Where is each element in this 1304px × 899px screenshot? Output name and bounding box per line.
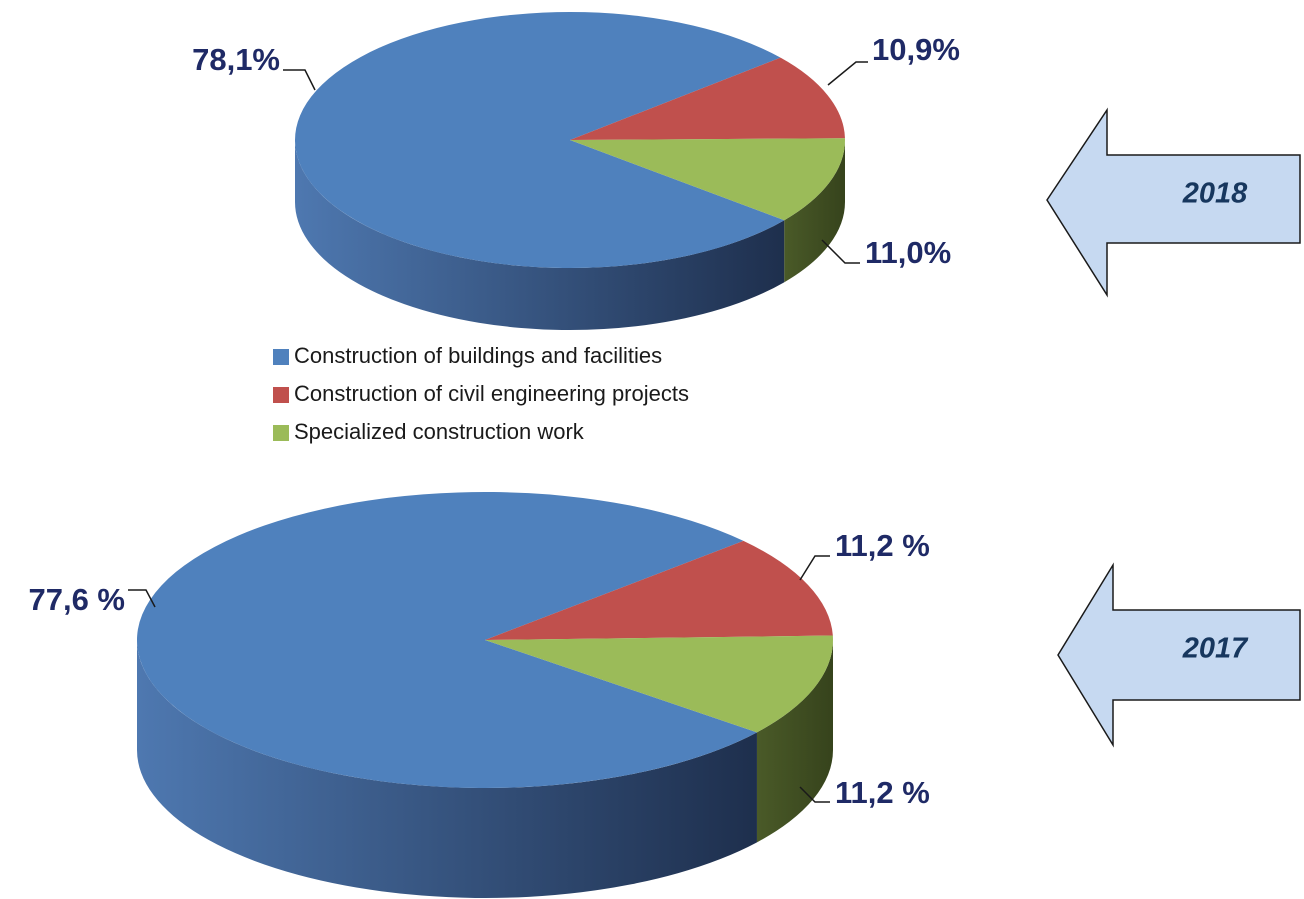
legend-label: Construction of civil engineering projec… bbox=[294, 381, 689, 406]
leader-line bbox=[799, 555, 830, 581]
data-label: 10,9% bbox=[872, 32, 960, 67]
leader-line bbox=[821, 239, 860, 264]
year-label: 2017 bbox=[1182, 633, 1249, 665]
data-label: 77,6 % bbox=[28, 582, 125, 617]
data-label: 11,0% bbox=[865, 235, 951, 270]
data-label: 11,2 % bbox=[835, 528, 930, 563]
legend-label: Specialized construction work bbox=[294, 419, 585, 444]
pie-slice bbox=[485, 540, 833, 640]
year-label: 2018 bbox=[1182, 178, 1248, 210]
pie-slice bbox=[136, 492, 757, 788]
pie-side bbox=[137, 640, 757, 898]
pie-side bbox=[756, 640, 833, 843]
pie-side bbox=[784, 140, 845, 283]
leader-line bbox=[827, 61, 868, 86]
leader-line bbox=[128, 589, 156, 608]
pie-slice bbox=[570, 57, 845, 140]
legend-swatch bbox=[273, 387, 289, 403]
legend-label: Construction of buildings and facilities bbox=[294, 343, 662, 368]
pie-slice bbox=[570, 138, 845, 221]
data-label: 78,1% bbox=[192, 42, 280, 77]
pie-slice bbox=[294, 11, 785, 268]
year-arrow bbox=[1046, 107, 1301, 298]
legend-swatch bbox=[273, 425, 289, 441]
year-arrow bbox=[1057, 562, 1301, 748]
legend-swatch bbox=[273, 349, 289, 365]
leader-line bbox=[799, 786, 830, 803]
leader-line bbox=[283, 69, 316, 91]
pie-side bbox=[295, 140, 785, 331]
data-label: 11,2 % bbox=[835, 775, 930, 810]
pie-slice bbox=[485, 635, 833, 733]
